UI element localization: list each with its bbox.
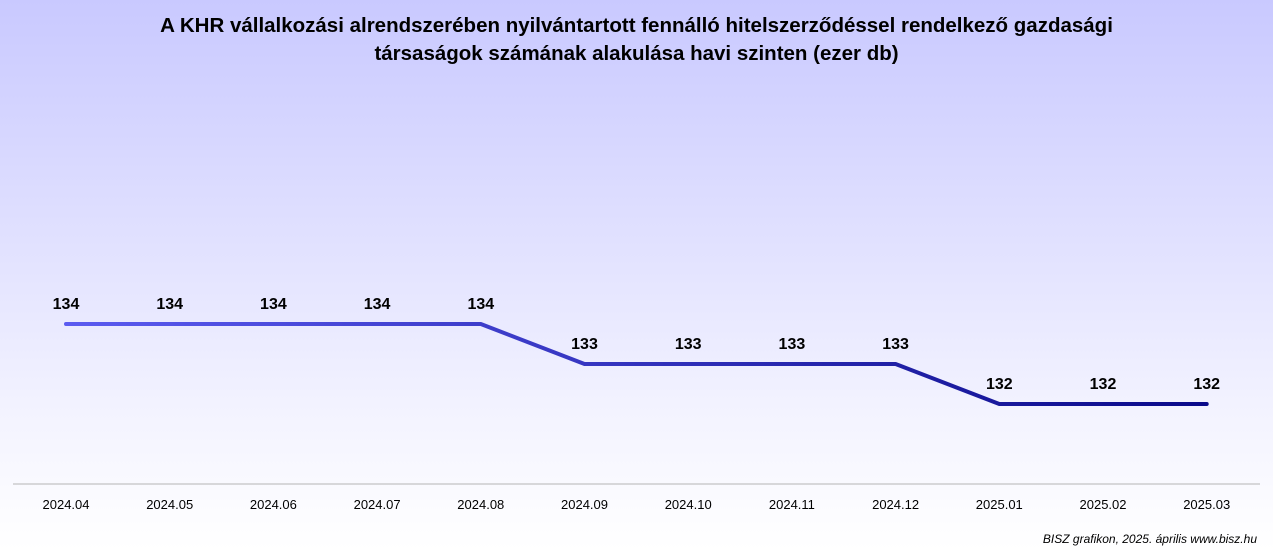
x-tick-label: 2024.11 bbox=[769, 497, 815, 512]
chart-title: A KHR vállalkozási alrendszerében nyilvá… bbox=[0, 12, 1273, 68]
series-line bbox=[64, 322, 1209, 406]
x-tick-label: 2025.02 bbox=[1080, 497, 1127, 512]
data-label: 134 bbox=[156, 296, 183, 313]
data-label: 133 bbox=[779, 336, 806, 353]
x-tick-label: 2024.08 bbox=[457, 497, 504, 512]
x-tick-label: 2024.07 bbox=[354, 497, 401, 512]
data-label: 134 bbox=[53, 296, 80, 313]
data-label: 133 bbox=[882, 336, 909, 353]
x-tick-label: 2024.12 bbox=[872, 497, 919, 512]
source-footer: BISZ grafikon, 2025. április www.bisz.hu bbox=[1042, 532, 1257, 546]
data-label: 132 bbox=[1090, 376, 1117, 393]
x-tick-label: 2024.09 bbox=[561, 497, 608, 512]
x-tick-label: 2024.06 bbox=[250, 497, 297, 512]
data-label: 132 bbox=[986, 376, 1013, 393]
data-label: 132 bbox=[1193, 376, 1220, 393]
x-tick-label: 2024.05 bbox=[146, 497, 193, 512]
x-tick-label: 2025.01 bbox=[976, 497, 1023, 512]
data-label: 134 bbox=[364, 296, 391, 313]
data-label: 134 bbox=[260, 296, 287, 313]
chart-title-line-1: A KHR vállalkozási alrendszerében nyilvá… bbox=[160, 14, 1113, 37]
x-tick-label: 2024.04 bbox=[43, 497, 90, 512]
data-label: 133 bbox=[675, 336, 702, 353]
chart-title-line-2: társaságok számának alakulása havi szint… bbox=[374, 42, 899, 65]
data-label: 133 bbox=[571, 336, 598, 353]
x-tick-label: 2025.03 bbox=[1183, 497, 1230, 512]
x-tick-label: 2024.10 bbox=[665, 497, 712, 512]
data-label: 134 bbox=[467, 296, 494, 313]
